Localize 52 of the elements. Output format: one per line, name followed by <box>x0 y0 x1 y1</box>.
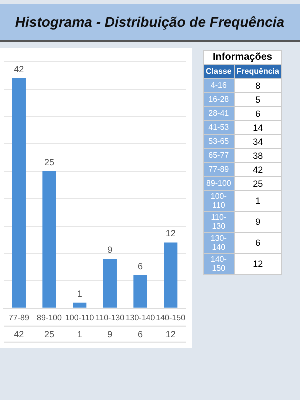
category-label: 28-41 <box>204 106 234 120</box>
x-tick-label: 130-140 <box>126 313 156 322</box>
x-tick-label: 89-100 <box>37 313 62 322</box>
data-label: 14 <box>234 120 282 134</box>
data-label: 25 <box>44 329 55 340</box>
data-label: 42 <box>14 329 24 340</box>
category-label: 110-130 <box>204 212 234 232</box>
data-label: 34 <box>234 134 282 148</box>
data-label: 9 <box>234 212 282 232</box>
data-label: 6 <box>234 106 282 120</box>
data-label: 9 <box>108 329 113 340</box>
bar <box>73 302 87 308</box>
text: Classe <box>204 64 234 78</box>
category-label: 77-89 <box>204 162 234 176</box>
category-label: 100-110 <box>204 190 234 212</box>
x-tick-label: 77-89 <box>8 313 30 322</box>
text: 6 <box>138 262 144 272</box>
x-tick-label: 110-130 <box>96 313 126 322</box>
text: 1 <box>77 288 82 299</box>
text: 9 <box>108 245 113 256</box>
text: 12 <box>166 228 176 239</box>
data-label: 8 <box>234 78 282 92</box>
x-tick-label: 140-150 <box>156 313 186 322</box>
category-label: 140-150 <box>204 254 234 274</box>
data-label: 1 <box>234 190 282 212</box>
bar <box>103 259 117 308</box>
text: Frequência <box>234 64 282 78</box>
category-label: 65-77 <box>204 148 234 162</box>
category-label: 4-16 <box>204 78 234 92</box>
data-label: 12 <box>166 329 176 340</box>
category-label: 130-140 <box>204 232 234 254</box>
x-tick-label: 100-110 <box>65 313 95 322</box>
text: 42 <box>14 64 24 74</box>
bar <box>134 276 148 308</box>
bar <box>164 242 178 308</box>
category-label: 89-100 <box>204 176 234 190</box>
data-label: 38 <box>234 148 282 162</box>
category-label: 53-65 <box>204 134 234 148</box>
data-label: 5 <box>234 92 282 106</box>
category-label: 41-53 <box>204 120 234 134</box>
data-label: 42 <box>234 162 282 176</box>
data-label: 6 <box>138 329 144 340</box>
category-label: 16-28 <box>204 92 234 106</box>
chart-title: Histograma - Distribuição de Frequência <box>15 14 285 30</box>
data-label: 25 <box>234 176 282 190</box>
data-label: 12 <box>234 254 282 274</box>
data-label: 1 <box>77 329 82 340</box>
data-label: 6 <box>234 232 282 254</box>
text: 25 <box>44 157 55 168</box>
text: Informações <box>204 50 282 64</box>
bar <box>42 172 56 308</box>
bar <box>12 78 26 308</box>
